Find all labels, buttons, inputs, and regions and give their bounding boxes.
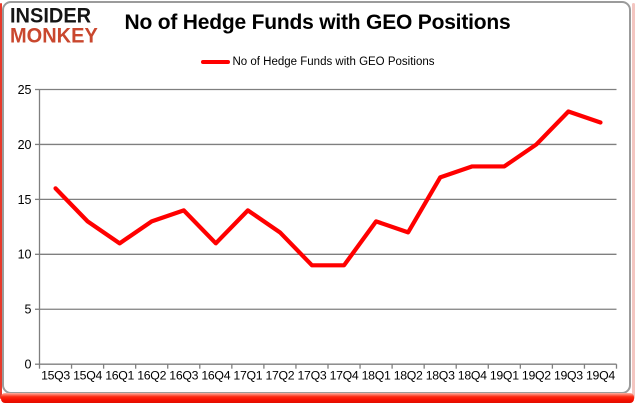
- x-axis-label: 17Q1: [233, 369, 262, 383]
- x-axis-label: 19Q1: [490, 369, 519, 383]
- x-axis-label: 16Q4: [201, 369, 230, 383]
- x-axis-label: 18Q3: [426, 369, 455, 383]
- x-axis-label: 15Q4: [73, 369, 102, 383]
- x-axis-label: 16Q2: [137, 369, 166, 383]
- accent-border-right: [632, 3, 635, 399]
- accent-border-bottom: [1, 393, 634, 403]
- y-axis-label: 0: [25, 358, 32, 372]
- x-axis-label: 16Q1: [105, 369, 134, 383]
- legend-label: No of Hedge Funds with GEO Positions: [232, 56, 435, 68]
- chart-border-frame: [2, 1, 631, 394]
- x-axis-label: 17Q2: [265, 369, 294, 383]
- x-axis-label: 18Q1: [362, 369, 391, 383]
- logo-insider-text: INSIDER: [10, 4, 92, 28]
- x-axis-label: 19Q4: [586, 369, 615, 383]
- insider-monkey-logo: INSIDER MONKEY: [10, 4, 140, 48]
- x-axis-label: 19Q3: [554, 369, 583, 383]
- x-axis-label: 18Q2: [394, 369, 423, 383]
- x-axis-label: 18Q4: [458, 369, 487, 383]
- x-axis-label: 17Q4: [330, 369, 359, 383]
- x-axis-label: 15Q3: [41, 369, 70, 383]
- y-axis-label: 25: [18, 83, 32, 97]
- x-axis-label: 16Q3: [169, 369, 198, 383]
- accent-border-left: [0, 3, 2, 399]
- y-axis-label: 10: [18, 248, 32, 262]
- legend-line-swatch: [200, 59, 230, 65]
- x-axis-label: 17Q3: [298, 369, 327, 383]
- chart-title: No of Hedge Funds with GEO Positions: [124, 11, 511, 34]
- series-line: [53, 109, 603, 268]
- x-axis-label: 19Q2: [522, 369, 551, 383]
- logo-monkey-text: MONKEY: [10, 24, 98, 48]
- chart-legend: No of Hedge Funds with GEO Positions: [0, 56, 635, 68]
- y-axis-label: 15: [18, 193, 32, 207]
- y-axis-label: 20: [18, 138, 32, 152]
- y-axis-label: 5: [25, 303, 32, 317]
